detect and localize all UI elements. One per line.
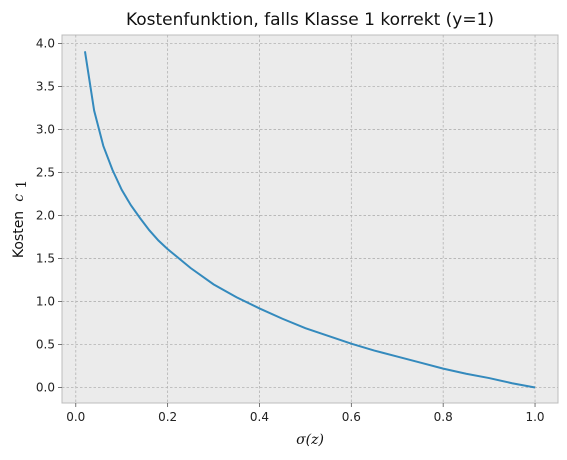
y-axis-label-math: c: [11, 194, 27, 202]
x-tick-label: 0.8: [434, 410, 453, 424]
y-tick-label: 1.5: [36, 252, 55, 266]
grid: [62, 35, 558, 403]
y-tick-label: 1.0: [36, 295, 55, 309]
x-tick-label: 0.4: [250, 410, 269, 424]
x-tick-label: 0.0: [66, 410, 85, 424]
x-tick-label: 0.6: [342, 410, 361, 424]
y-axis-label-sub: 1: [14, 180, 30, 189]
y-tick-label: 3.0: [36, 123, 55, 137]
y-axis-label-text: Kosten: [11, 211, 27, 258]
x-axis-label: σ(z): [296, 432, 324, 448]
x-tick-label: 1.0: [525, 410, 544, 424]
y-axis-label: Kosten c 1: [8, 180, 30, 258]
y-tick-label: 2.0: [36, 209, 55, 223]
plot-background: [61, 34, 559, 404]
series-line: [83, 51, 536, 389]
x-tick-label: 0.2: [158, 410, 177, 424]
y-tick-label: 3.5: [36, 80, 55, 94]
chart-title: Kostenfunktion, falls Klasse 1 korrekt (…: [126, 10, 494, 30]
x-axis: 0.0 0.2 0.4 0.6 0.8 1.0: [66, 403, 545, 424]
y-tick-label: 2.5: [36, 166, 55, 180]
y-tick-label: 4.0: [36, 37, 55, 51]
y-axis: 0.0 0.5 1.0 1.5 2.0 2.5 3.0 3.5 4.0: [36, 37, 62, 395]
y-tick-label: 0.5: [36, 338, 55, 352]
y-tick-label: 0.0: [36, 381, 55, 395]
